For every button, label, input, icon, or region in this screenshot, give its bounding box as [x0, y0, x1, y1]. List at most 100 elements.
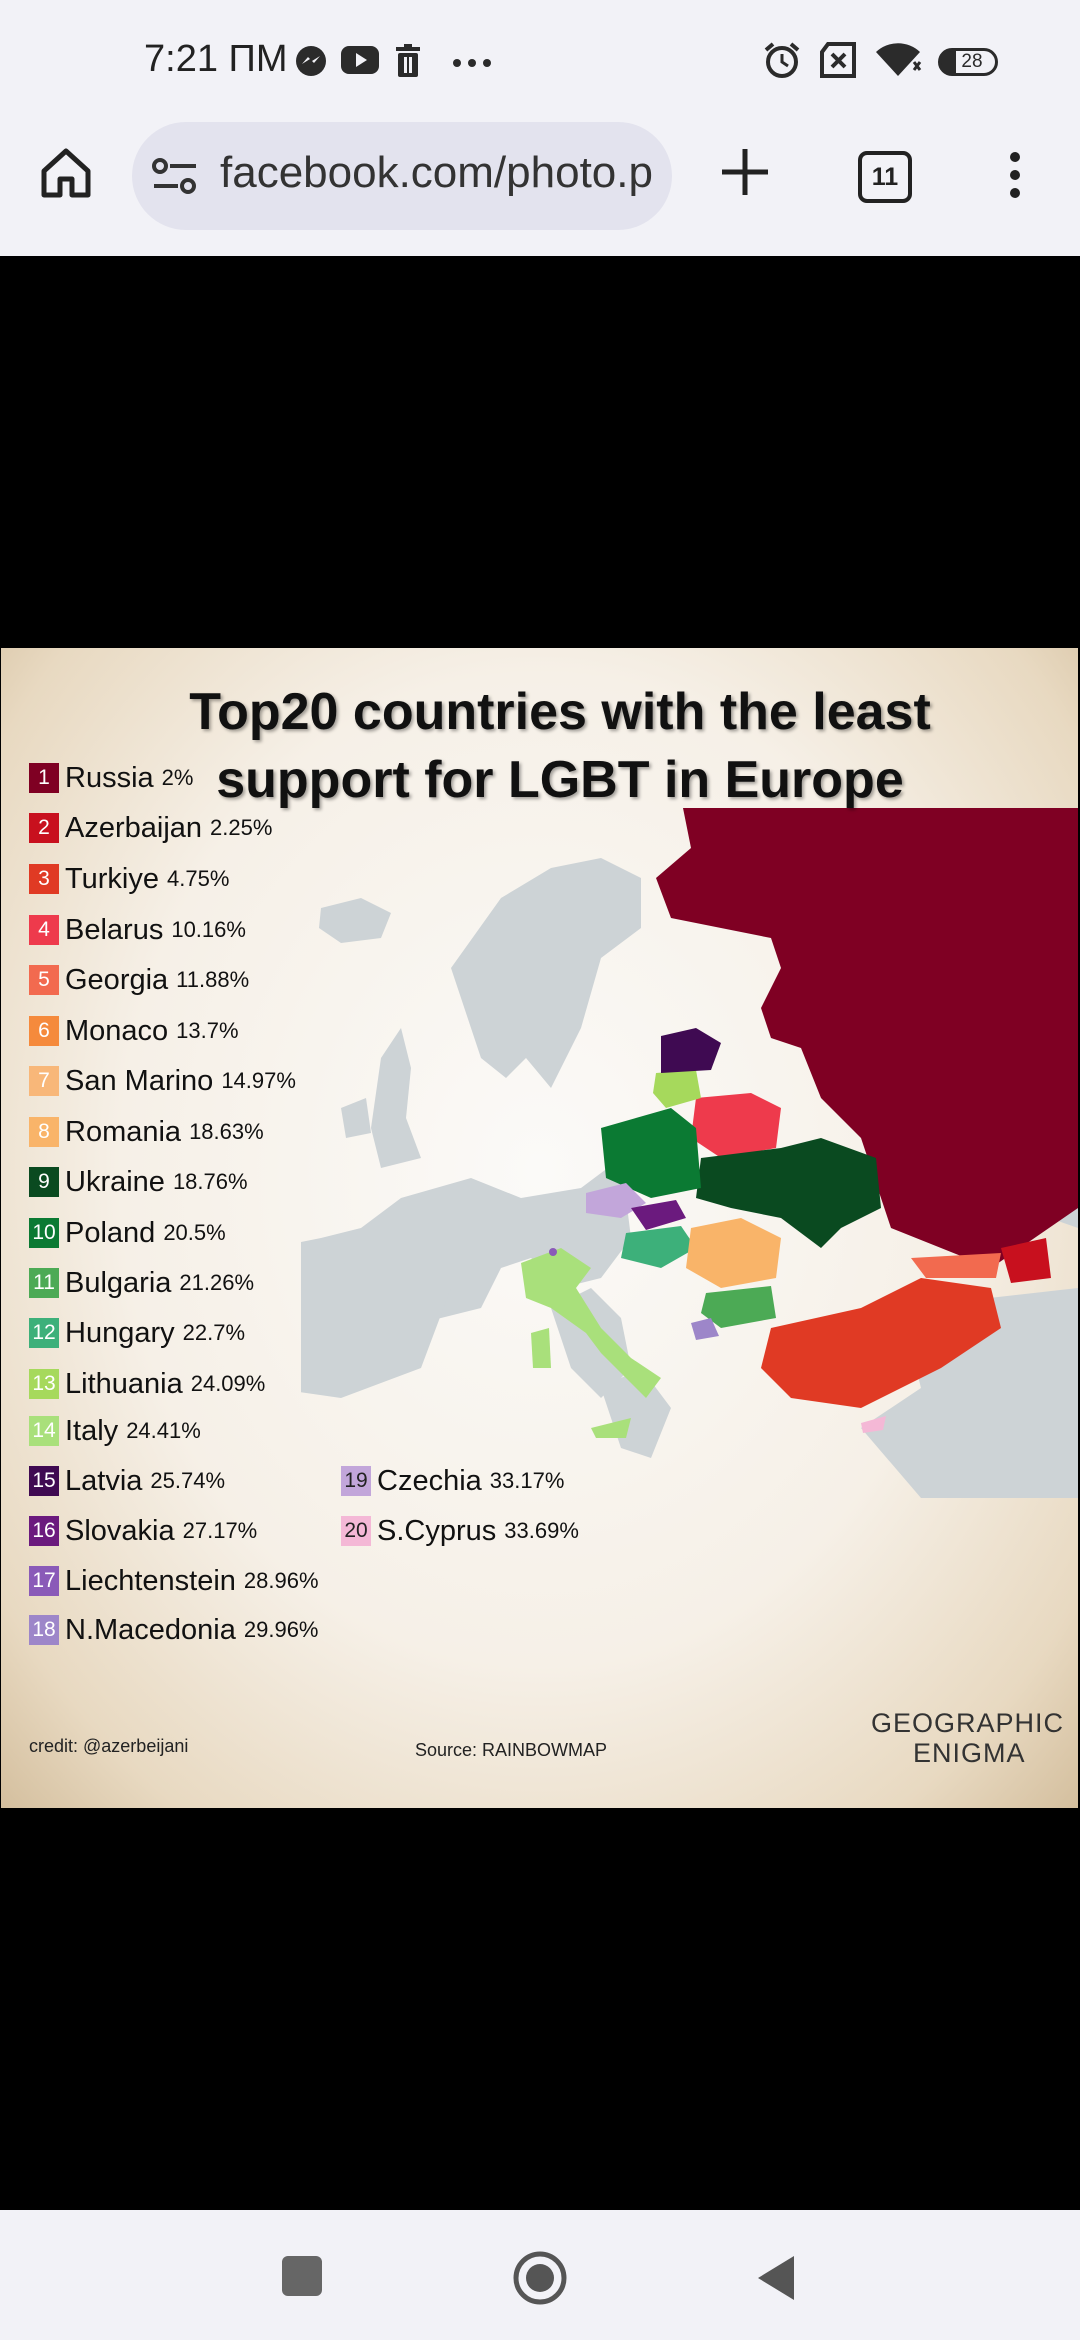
legend-country: Czechia: [377, 1464, 482, 1497]
legend-rank-badge: 16: [29, 1516, 59, 1546]
legend-country: Russia: [65, 761, 154, 794]
legend-country: Poland: [65, 1216, 156, 1249]
legend-country: N.Macedonia: [65, 1613, 236, 1646]
status-bar: 7:21 ПМ 28: [0, 0, 1080, 128]
legend-rank-badge: 14: [29, 1416, 59, 1446]
legend-item: 5 Georgia 11.88%: [29, 962, 249, 998]
legend-rank-badge: 2: [29, 813, 59, 843]
back-triangle-icon[interactable]: [756, 2254, 796, 2302]
legend-country: Romania: [65, 1115, 182, 1148]
legend-rank-badge: 6: [29, 1016, 59, 1046]
legend-item: 8 Romania 18.63%: [29, 1114, 264, 1150]
legend-percent: 24.41%: [126, 1418, 201, 1443]
russia-region: [656, 808, 1078, 1268]
legend-percent: 29.96%: [243, 1617, 319, 1642]
legend-percent: 2.25%: [210, 815, 273, 840]
legend-rank-badge: 13: [29, 1369, 59, 1399]
legend-percent: 10.16%: [171, 917, 246, 942]
legend-percent: 28.96%: [243, 1568, 319, 1593]
legend-country: Bulgaria: [65, 1266, 172, 1299]
legend-rank-badge: 20: [341, 1516, 371, 1546]
status-time: 7:21 ПМ: [144, 38, 288, 80]
legend-rank-badge: 1: [29, 763, 59, 793]
legend-percent: 18.63%: [189, 1119, 264, 1144]
legend-rank-badge: 15: [29, 1466, 59, 1496]
source-text: Source: RAINBOWMAP: [415, 1740, 608, 1760]
messenger-icon: [296, 46, 326, 76]
legend-percent: 33.69%: [504, 1518, 579, 1543]
legend-rank-badge: 11: [29, 1268, 59, 1298]
legend-country: San Marino: [65, 1064, 214, 1097]
legend-item: 4 Belarus 10.16%: [29, 912, 246, 948]
legend-rank-badge: 17: [29, 1566, 59, 1596]
legend-percent: 14.97%: [221, 1068, 296, 1093]
legend-item: 18 N.Macedonia 29.96%: [29, 1612, 319, 1648]
legend-item: 1 Russia 2%: [29, 760, 193, 796]
legend-rank-badge: 18: [29, 1615, 59, 1645]
legend-item: 16 Slovakia 27.17%: [29, 1513, 257, 1549]
overflow-menu-icon[interactable]: [1000, 150, 1030, 200]
legend-item: 10 Poland 20.5%: [29, 1215, 226, 1251]
site-settings-icon[interactable]: [152, 156, 198, 196]
url-text[interactable]: facebook.com/photo.php?fbid: [220, 148, 652, 197]
more-dots-icon: [453, 59, 491, 67]
legend-percent: 21.26%: [179, 1270, 255, 1295]
legend-item: 13 Lithuania 24.09%: [29, 1366, 265, 1402]
legend-country: Liechtenstein: [65, 1564, 236, 1597]
legend-country: Monaco: [65, 1014, 169, 1047]
alarm-icon: [764, 42, 800, 78]
infographic-image[interactable]: Top20 countries with the least support f…: [1, 648, 1078, 1808]
legend-country: Belarus: [65, 913, 164, 946]
legend-item: 2 Azerbaijan 2.25%: [29, 810, 272, 846]
tab-switcher-button[interactable]: 11: [858, 151, 912, 203]
legend-percent: 24.09%: [190, 1371, 266, 1396]
title-line-2: support for LGBT in Europe: [216, 751, 904, 809]
legend-rank-badge: 8: [29, 1117, 59, 1147]
legend-country: Lithuania: [65, 1367, 183, 1400]
legend-rank-badge: 5: [29, 965, 59, 995]
brand-logo-line-1: GEOGRAPHIC: [871, 1708, 1065, 1738]
infographic-title: Top20 countries with the least support f…: [101, 678, 1019, 814]
legend-item: 20 S.Cyprus 33.69%: [341, 1513, 579, 1549]
legend-item: 17 Liechtenstein 28.96%: [29, 1563, 319, 1599]
europe-map: [301, 808, 1078, 1498]
legend-item: 6 Monaco 13.7%: [29, 1013, 239, 1049]
legend-country: Azerbaijan: [65, 811, 203, 844]
legend-percent: 4.75%: [167, 866, 230, 891]
legend-rank-badge: 19: [341, 1466, 371, 1496]
legend-rank-badge: 3: [29, 864, 59, 894]
new-tab-button[interactable]: [718, 145, 772, 199]
legend-percent: 33.17%: [489, 1468, 565, 1493]
youtube-icon: [341, 46, 379, 74]
trash-icon: [396, 44, 420, 77]
legend-item: 9 Ukraine 18.76%: [29, 1164, 248, 1200]
title-line-1: Top20 countries with the least: [189, 683, 931, 741]
legend-rank-badge: 4: [29, 915, 59, 945]
legend-country: Slovakia: [65, 1514, 175, 1547]
home-button[interactable]: [36, 143, 96, 203]
legend-country: Latvia: [65, 1464, 143, 1497]
legend-percent: 20.5%: [163, 1220, 226, 1245]
home-circle-icon[interactable]: [512, 2250, 568, 2306]
legend-country: S.Cyprus: [377, 1514, 497, 1547]
legend-country: Italy: [65, 1414, 119, 1447]
legend-country: Ukraine: [65, 1165, 165, 1198]
brand-logo-line-2: ENIGMA: [913, 1738, 1026, 1768]
legend-rank-badge: 12: [29, 1318, 59, 1348]
credit-text: credit: @azerbeijani: [29, 1736, 189, 1756]
legend-percent: 2%: [161, 765, 194, 790]
battery-level: 28: [961, 51, 983, 72]
address-bar[interactable]: [132, 122, 672, 230]
battery-icon: 28: [938, 48, 998, 76]
legend-item: 3 Turkiye 4.75%: [29, 861, 229, 897]
legend-item: 11 Bulgaria 21.26%: [29, 1265, 254, 1301]
legend-percent: 27.17%: [182, 1518, 258, 1543]
legend-percent: 22.7%: [182, 1320, 246, 1345]
legend-item: 15 Latvia 25.74%: [29, 1463, 225, 1499]
legend-rank-badge: 10: [29, 1218, 59, 1248]
legend-item: 12 Hungary 22.7%: [29, 1315, 245, 1351]
legend-item: 14 Italy 24.41%: [29, 1413, 201, 1449]
legend-percent: 18.76%: [172, 1169, 248, 1194]
recents-square-icon[interactable]: [282, 2256, 322, 2296]
system-nav-bar: [0, 2210, 1080, 2340]
